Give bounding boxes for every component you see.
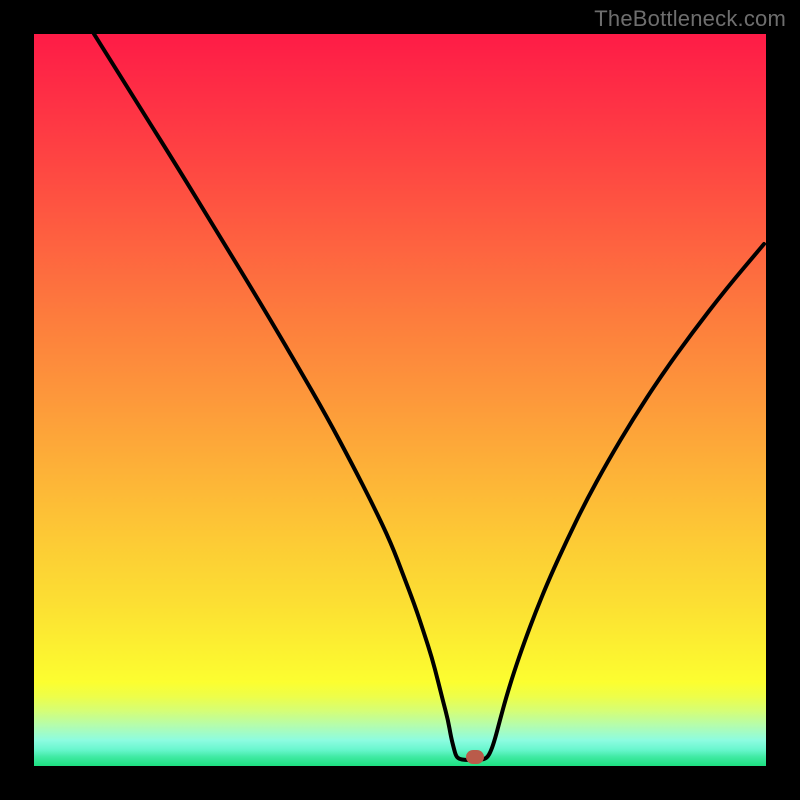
watermark-text: TheBottleneck.com	[594, 6, 786, 32]
optimum-marker	[466, 750, 484, 764]
bottleneck-plot	[34, 34, 766, 766]
